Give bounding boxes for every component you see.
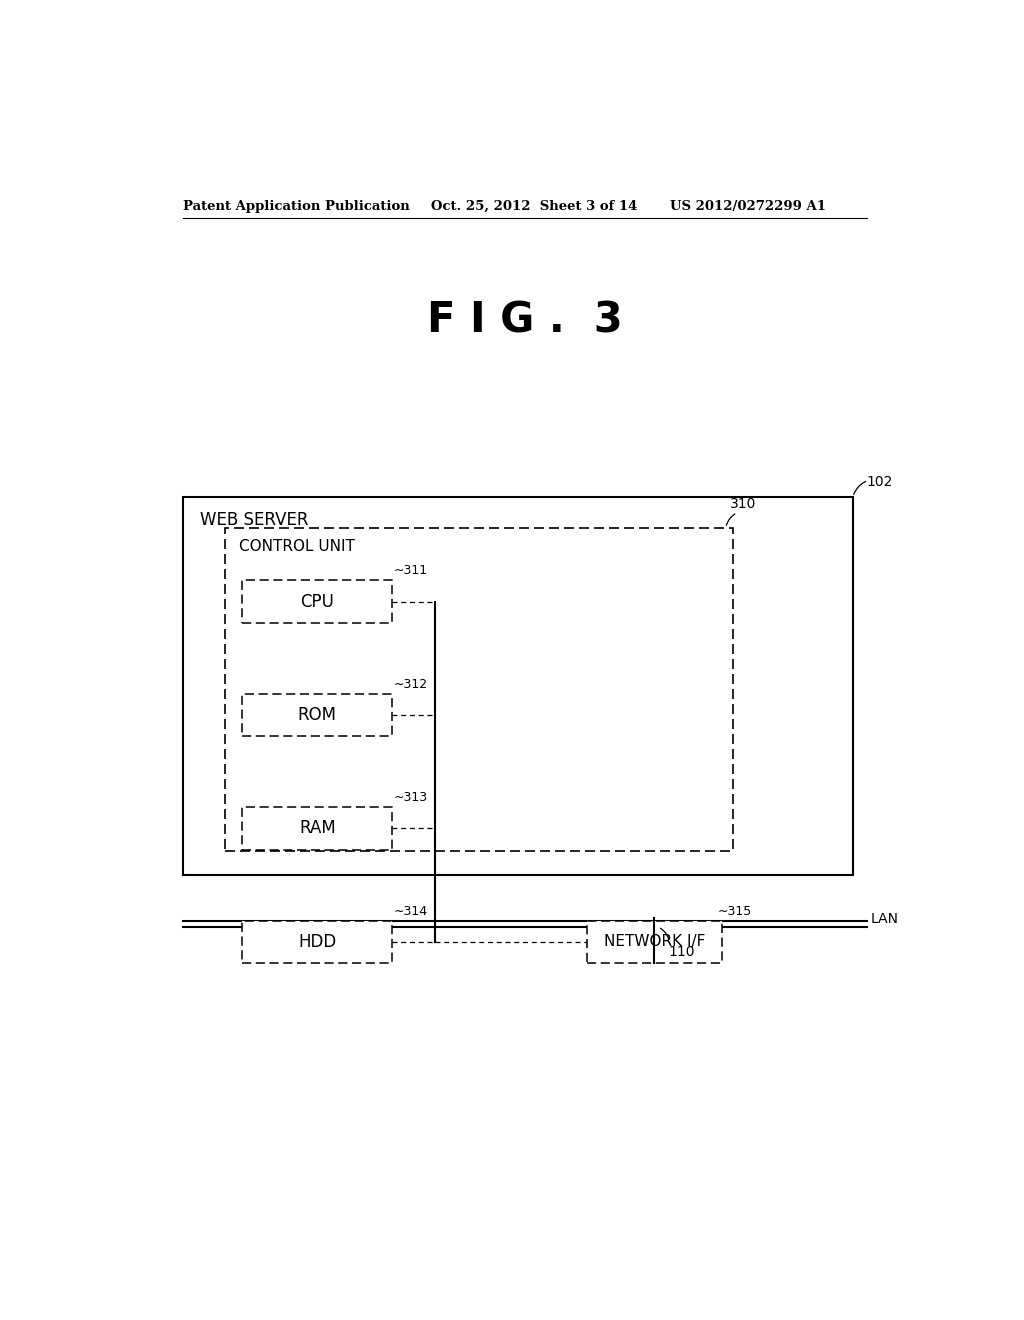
Bar (225, 528, 733, 851)
Text: ∼313: ∼313 (394, 791, 428, 804)
Bar (243, 921, 392, 964)
Bar (587, 921, 722, 964)
Text: 310: 310 (730, 498, 756, 511)
Text: Patent Application Publication: Patent Application Publication (183, 199, 410, 213)
Text: ROM: ROM (298, 706, 337, 723)
Text: LAN: LAN (870, 912, 898, 927)
Text: CPU: CPU (300, 593, 334, 611)
Text: ∼315: ∼315 (718, 904, 753, 917)
Bar (243, 694, 392, 737)
Text: ∼311: ∼311 (394, 564, 428, 577)
Bar (243, 808, 392, 850)
Text: HDD: HDD (298, 933, 337, 950)
Text: WEB SERVER: WEB SERVER (200, 511, 308, 529)
Text: NETWORK I/F: NETWORK I/F (604, 935, 706, 949)
Text: F I G .  3: F I G . 3 (427, 300, 623, 341)
Text: US 2012/0272299 A1: US 2012/0272299 A1 (670, 199, 825, 213)
Bar (243, 581, 392, 623)
Text: 102: 102 (866, 475, 893, 490)
Text: Oct. 25, 2012  Sheet 3 of 14: Oct. 25, 2012 Sheet 3 of 14 (431, 199, 637, 213)
Text: 110: 110 (668, 945, 694, 960)
Text: ∼314: ∼314 (394, 904, 428, 917)
Text: RAM: RAM (299, 820, 336, 837)
Bar (183, 498, 853, 875)
Text: CONTROL UNIT: CONTROL UNIT (240, 539, 355, 554)
Text: ∼312: ∼312 (394, 677, 428, 690)
